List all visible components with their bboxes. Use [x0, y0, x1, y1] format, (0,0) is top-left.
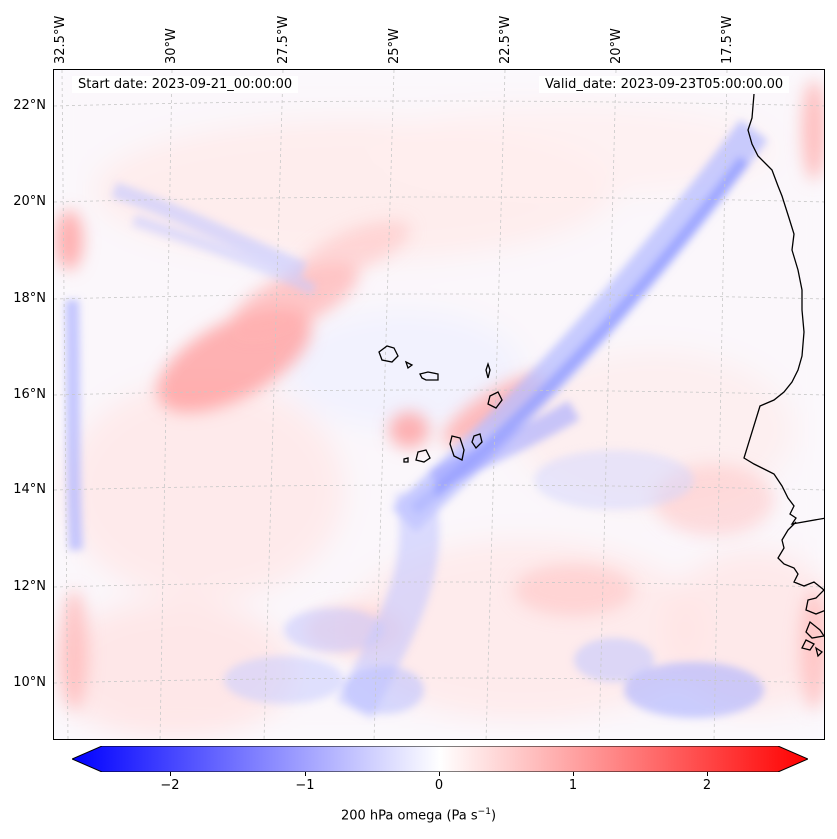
lon-label-22.5w: 22.5°W: [498, 15, 513, 64]
lon-label-32.5w: 32.5°W: [53, 15, 68, 64]
cb-tick-2: 2: [702, 778, 712, 793]
colorbar-label: 200 hPa omega (Pa s−1): [0, 807, 837, 823]
cb-tick-0: 0: [434, 778, 444, 793]
cb-tickmark-neg1: [305, 772, 306, 776]
colorbar-label-exponent: −1: [477, 807, 491, 817]
lon-label-17.5w: 17.5°W: [720, 15, 735, 64]
map-plot-area: [53, 69, 825, 740]
omega-field-map: [54, 70, 824, 739]
island-maio: [471, 433, 483, 450]
cb-tickmark-1: [573, 772, 574, 776]
island-fogo: [415, 449, 431, 463]
island-santiago: [449, 435, 465, 461]
lat-label-14n: 14°N: [13, 482, 46, 497]
island-boa-vista: [487, 391, 503, 409]
lat-label-10n: 10°N: [13, 675, 46, 690]
lat-label-18n: 18°N: [13, 291, 46, 306]
lat-label-16n: 16°N: [13, 387, 46, 402]
colorbar: [72, 746, 808, 772]
lon-label-30w: 30°W: [164, 28, 179, 64]
lon-label-20w: 20°W: [609, 28, 624, 64]
island-sao-nicolau: [419, 371, 439, 381]
island-sao-vicente: [404, 360, 414, 370]
island-santo-antao: [378, 345, 399, 363]
island-sal: [485, 361, 491, 379]
guinea-bissau-coast: [805, 589, 824, 639]
coastlines: [378, 93, 824, 658]
colorbar-bar: [72, 746, 808, 772]
cb-tick-1: 1: [568, 778, 578, 793]
cb-tick-neg1: −1: [295, 778, 315, 793]
cb-tickmark-2: [707, 772, 708, 776]
island-brava: [403, 457, 409, 463]
lon-label-25w: 25°W: [387, 28, 402, 64]
field-negative-regions: [65, 119, 768, 719]
cb-tick-neg2: −2: [160, 778, 180, 793]
colorbar-label-end: ): [490, 808, 497, 824]
graticule: [54, 70, 824, 739]
cb-tickmark-neg2: [170, 772, 171, 776]
lat-label-22n: 22°N: [13, 98, 46, 113]
bissagos-islands: [801, 639, 824, 658]
lon-label-27.5w: 27.5°W: [276, 15, 291, 64]
valid-date-label: Valid_date: 2023-09-23T05:00:00.00: [539, 76, 790, 93]
africa-coastline: [743, 93, 824, 591]
start-date-label: Start date: 2023-09-21_00:00:00: [72, 76, 299, 93]
colorbar-label-text: 200 hPa omega (Pa s: [340, 808, 478, 824]
lat-label-20n: 20°N: [13, 194, 46, 209]
cb-tickmark-0: [439, 772, 440, 776]
lat-label-12n: 12°N: [13, 579, 46, 594]
